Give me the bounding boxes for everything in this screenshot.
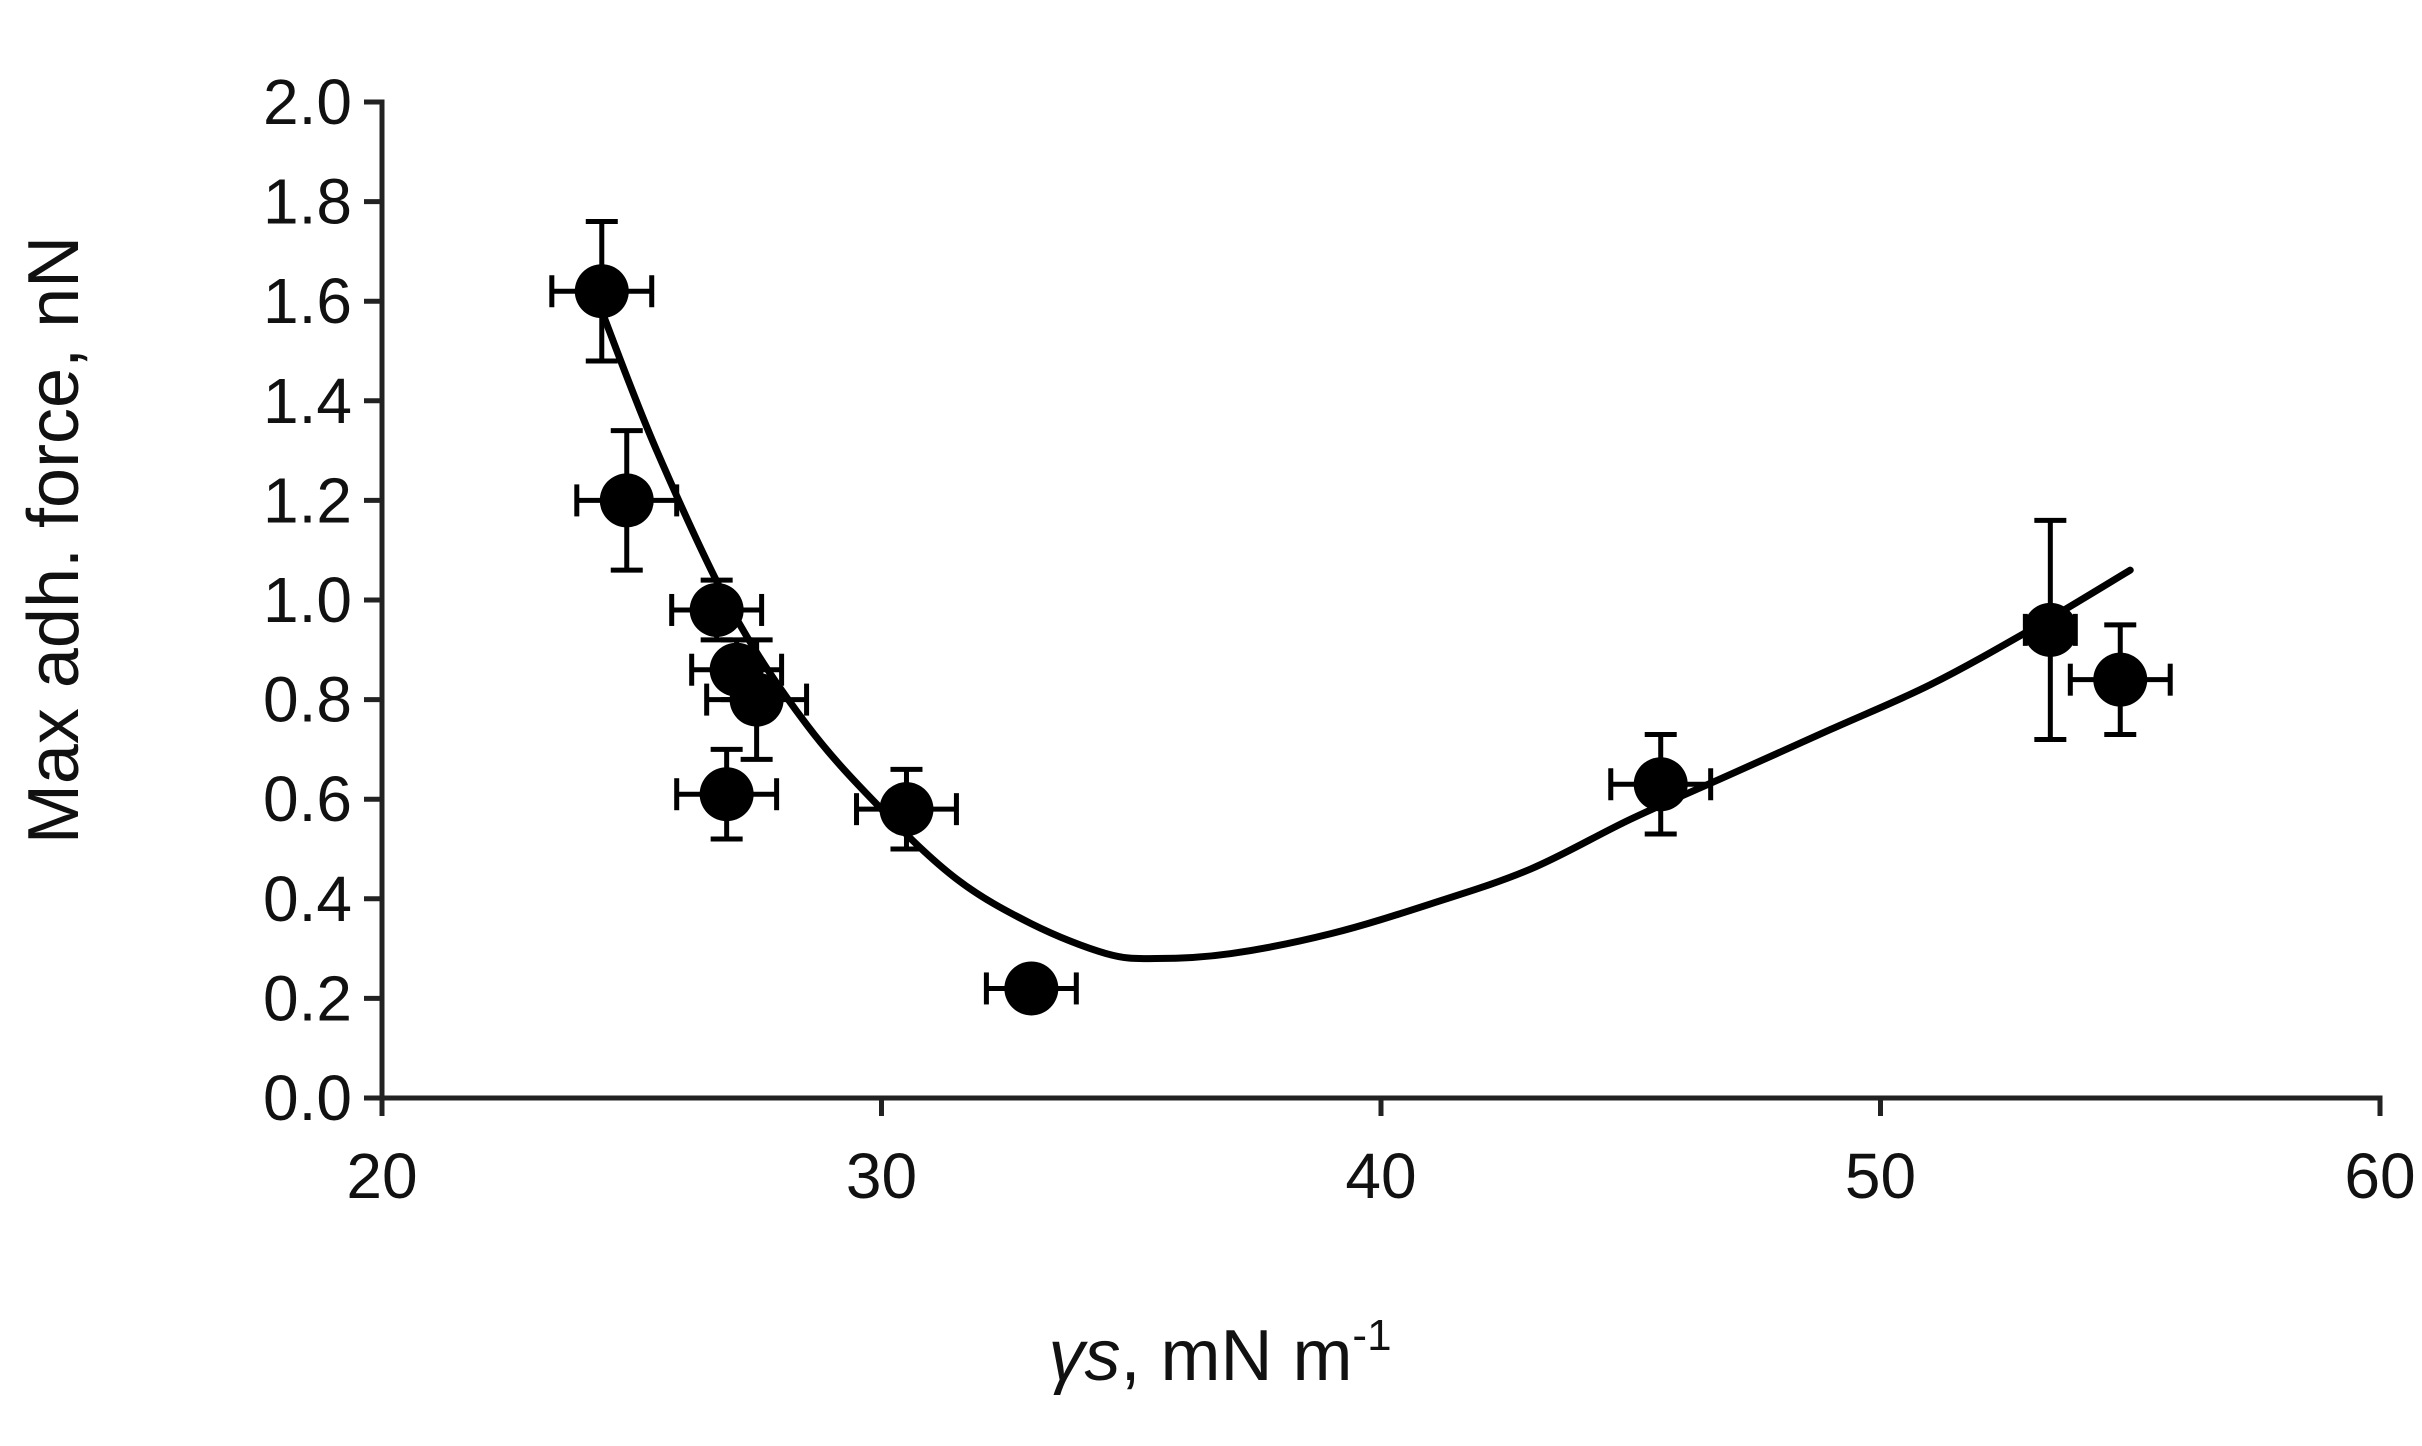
x-axis-title-exponent: -1 [1352, 1311, 1391, 1360]
x-axis-title-unit: , mN m [1120, 1316, 1352, 1396]
point-marker [1633, 757, 1688, 812]
data-point [854, 766, 959, 852]
y-tick-label: 2.0 [263, 66, 352, 138]
x-axis-title-symbol: γs [1048, 1316, 1120, 1396]
data-point [574, 428, 680, 573]
point-marker [1004, 961, 1059, 1016]
point-marker [599, 473, 654, 528]
point-marker [689, 582, 744, 637]
x-tick-label: 20 [346, 1140, 417, 1212]
y-tick-label: 0.8 [263, 664, 352, 736]
point-marker [879, 782, 934, 837]
y-tick-label: 1.4 [263, 365, 352, 437]
x-tick-label: 50 [1845, 1140, 1916, 1212]
data-point [549, 219, 655, 364]
y-tick-label: 1.0 [263, 564, 352, 636]
x-tick-label: 60 [2344, 1140, 2415, 1212]
y-tick-label: 1.2 [263, 464, 352, 536]
point-marker [729, 672, 784, 727]
x-axis-title: γs, mN m-1 [1048, 1311, 1391, 1396]
y-ticks: 0.0 0.2 0.4 0.6 0.8 1.0 1.2 1.4 1.6 1.8 2.0 [263, 66, 382, 1134]
y-axis-title: Max adh. force, nN [14, 236, 94, 844]
data-point [669, 577, 765, 643]
fit-curve [598, 307, 2134, 963]
point-marker [574, 264, 629, 319]
point-marker [699, 767, 754, 822]
x-ticks: 20 30 40 50 60 [346, 1098, 2416, 1212]
data-point [2067, 622, 2173, 737]
data-point [2022, 517, 2078, 742]
y-tick-label: 0.0 [263, 1062, 352, 1134]
point-marker [2093, 652, 2148, 707]
y-tick-label: 1.6 [263, 265, 352, 337]
x-tick-label: 40 [1345, 1140, 1416, 1212]
y-tick-label: 0.6 [263, 763, 352, 835]
data-point [704, 637, 810, 762]
data-point [1608, 731, 1714, 837]
data-point [983, 961, 1079, 1016]
point-marker [2023, 602, 2078, 657]
x-tick-label: 30 [846, 1140, 917, 1212]
data-point [674, 746, 780, 842]
y-tick-label: 0.2 [263, 962, 352, 1034]
y-tick-label: 0.4 [263, 863, 352, 935]
data-points [549, 219, 2173, 1016]
y-tick-label: 1.8 [263, 166, 352, 238]
